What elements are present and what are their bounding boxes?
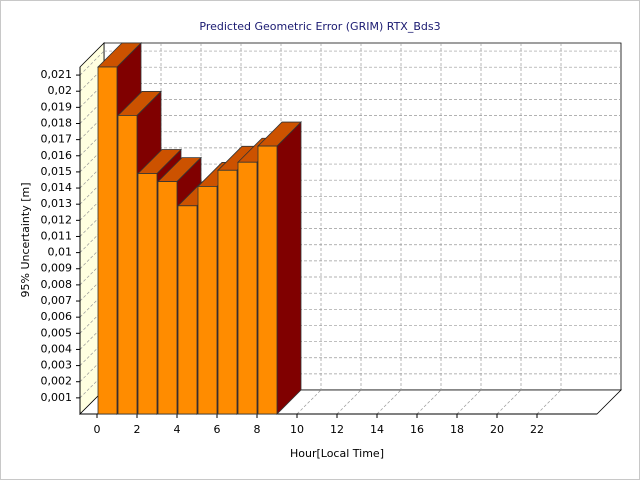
x-tick-label: 2	[134, 423, 141, 436]
y-axis-label: 95% Uncertainty [m]	[19, 182, 32, 297]
grid-line	[79, 260, 105, 286]
plot: 0,001 0,002 0,003 0,004 0,005 0,006 0,007 0,008…	[41, 42, 622, 436]
y-tick-label: 0,003	[41, 359, 73, 372]
x-tick-label: 8	[254, 423, 261, 436]
bar-side	[276, 121, 302, 415]
grid-line	[79, 309, 105, 334]
y-tick-label: 0,021	[41, 68, 73, 81]
y-tick-label: 0,019	[41, 100, 73, 113]
y-tick-label: 0,02	[48, 84, 73, 97]
y-tick-label: 0,001	[41, 391, 73, 404]
x-tick-label: 12	[330, 423, 344, 436]
x-tick-label: 16	[410, 423, 424, 436]
bar	[97, 66, 118, 415]
x-tick-label: 22	[530, 423, 544, 436]
y-tick-label: 0,017	[41, 133, 73, 146]
bar	[117, 115, 138, 415]
grid-line	[79, 244, 105, 269]
y-tick-label: 0,015	[41, 165, 73, 178]
y-tick-label: 0,012	[41, 213, 73, 226]
y-tick-label: 0,005	[41, 326, 73, 339]
bar	[157, 181, 178, 415]
y-tick-label: 0,008	[41, 278, 73, 291]
grid-line	[79, 341, 105, 366]
bar	[137, 173, 158, 415]
y-tick-label: 0,014	[41, 181, 73, 194]
x-axis-label: Hour[Local Time]	[290, 447, 384, 460]
grid-line	[79, 212, 105, 237]
bar	[217, 169, 238, 415]
grid-line	[79, 147, 105, 173]
y-tick-label: 0,01	[48, 246, 73, 259]
grid-line	[79, 163, 105, 189]
x-tick-label: 14	[370, 423, 384, 436]
x-tick-label: 20	[490, 423, 504, 436]
grid-line	[79, 66, 105, 92]
grid-line	[79, 131, 105, 157]
grid-line	[79, 99, 105, 124]
x-tick-label: 18	[450, 423, 464, 436]
bar	[197, 186, 218, 415]
chart-title: Predicted Geometric Error (GRIM) RTX_Bds…	[199, 20, 440, 33]
x-tick-label: 4	[174, 423, 181, 436]
grid-line	[79, 292, 105, 318]
grid-line	[79, 83, 105, 108]
y-tick-label: 0,006	[41, 310, 73, 323]
grid-line	[79, 373, 105, 399]
grid-line	[79, 196, 105, 221]
y-tick-label: 0,002	[41, 375, 73, 388]
y-tick-label: 0,009	[41, 262, 73, 275]
grid-line	[79, 228, 105, 253]
grid-line	[336, 389, 362, 415]
bar	[257, 145, 278, 415]
y-tick-label: 0,004	[41, 342, 73, 355]
y-tick-label: 0,011	[41, 229, 73, 242]
grid-line	[79, 276, 105, 302]
y-tick-label: 0,007	[41, 294, 73, 307]
grid-line	[416, 389, 442, 415]
grid-line	[376, 389, 402, 415]
grid-line	[536, 389, 562, 415]
y-tick-label: 0,018	[41, 116, 73, 129]
bar	[177, 205, 198, 415]
grid-line	[79, 325, 105, 350]
x-tick-label: 0	[94, 423, 101, 436]
grid-line	[456, 389, 482, 415]
grid-line	[79, 357, 105, 382]
grid-line	[79, 50, 105, 76]
x-tick-label: 10	[290, 423, 304, 436]
y-tick-label: 0,013	[41, 197, 73, 210]
bar	[237, 161, 258, 415]
y-tick-label: 0,016	[41, 149, 73, 162]
grid-line	[79, 179, 105, 205]
grid-line	[496, 389, 522, 415]
x-tick-label: 6	[214, 423, 221, 436]
grid-line	[79, 115, 105, 140]
grid-line	[296, 389, 322, 415]
